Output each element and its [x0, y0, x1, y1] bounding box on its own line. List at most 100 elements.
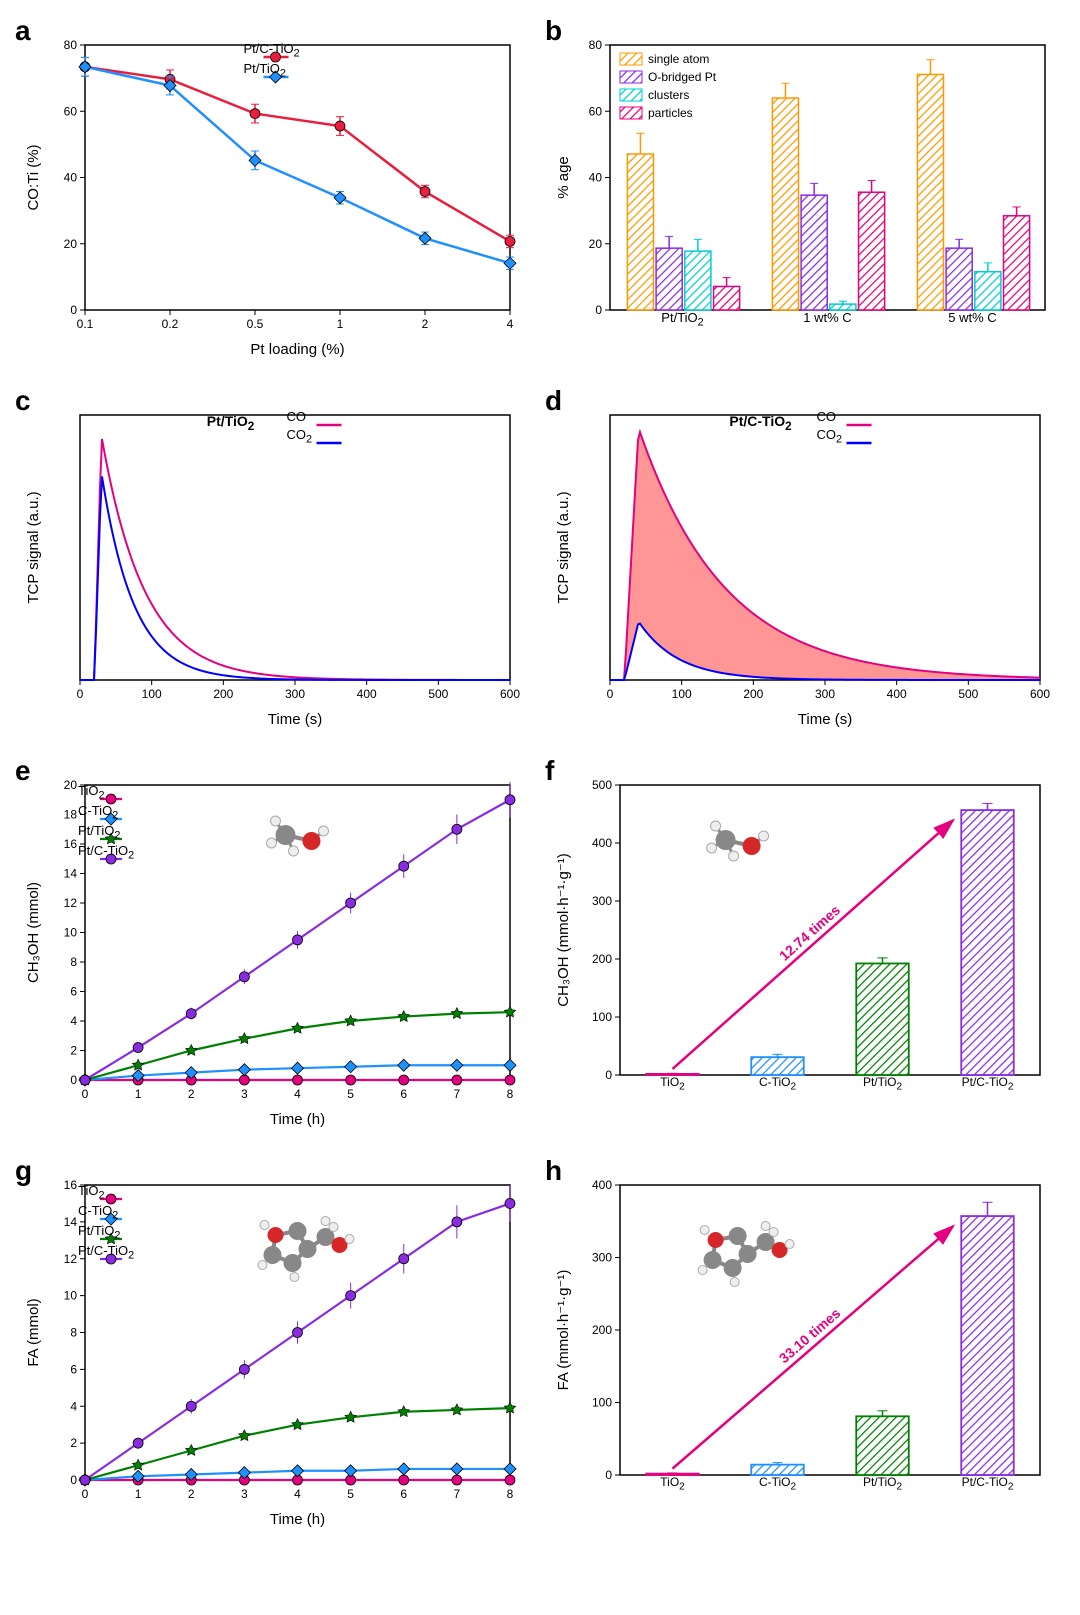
svg-text:0.2: 0.2: [162, 317, 179, 331]
svg-text:12.74 times: 12.74 times: [776, 902, 843, 964]
row-ab: a 0.10.20.5124020406080Pt loading (%)CO:…: [20, 20, 1060, 360]
chart-a: 0.10.20.5124020406080Pt loading (%)CO:Ti…: [20, 20, 530, 360]
svg-text:500: 500: [958, 687, 978, 701]
panel-h: h 0100200300400FA (mmol·h⁻¹·g⁻¹)TiO2C-Ti…: [550, 1160, 1060, 1530]
chart-f: 0100200300400500CH₃OH (mmol·h⁻¹·g⁻¹)TiO2…: [550, 760, 1060, 1130]
svg-text:16: 16: [64, 837, 78, 851]
svg-text:60: 60: [64, 104, 78, 118]
chart-c: 0100200300400500600Time (s)TCP signal (a…: [20, 390, 530, 730]
svg-text:0: 0: [82, 1487, 89, 1501]
panel-label-g: g: [15, 1155, 32, 1187]
svg-text:18: 18: [64, 808, 78, 822]
svg-text:7: 7: [454, 1087, 461, 1101]
panel-label-e: e: [15, 755, 31, 787]
svg-text:0: 0: [607, 687, 614, 701]
svg-text:3: 3: [241, 1087, 248, 1101]
svg-text:500: 500: [428, 687, 448, 701]
svg-text:14: 14: [64, 867, 78, 881]
svg-text:600: 600: [1030, 687, 1050, 701]
svg-text:100: 100: [592, 1396, 612, 1410]
svg-text:O-bridged Pt: O-bridged Pt: [648, 70, 717, 84]
svg-text:Time (h): Time (h): [270, 1511, 325, 1528]
svg-text:CO:Ti (%): CO:Ti (%): [25, 144, 42, 210]
svg-text:200: 200: [592, 1323, 612, 1337]
svg-text:6: 6: [70, 985, 77, 999]
panel-label-h: h: [545, 1155, 562, 1187]
svg-text:600: 600: [500, 687, 520, 701]
svg-text:20: 20: [589, 237, 603, 251]
svg-text:0: 0: [77, 687, 84, 701]
chart-h: 0100200300400FA (mmol·h⁻¹·g⁻¹)TiO2C-TiO2…: [550, 1160, 1060, 1530]
svg-text:8: 8: [507, 1087, 514, 1101]
svg-text:Time (s): Time (s): [268, 711, 322, 728]
svg-text:12: 12: [64, 1252, 78, 1266]
svg-text:500: 500: [592, 778, 612, 792]
svg-text:0: 0: [70, 1473, 77, 1487]
panel-e: e 01234567802468101214161820Time (h)CH₃O…: [20, 760, 530, 1130]
svg-text:Time (h): Time (h): [270, 1111, 325, 1128]
svg-text:0: 0: [82, 1087, 89, 1101]
panel-c: c 0100200300400500600Time (s)TCP signal …: [20, 390, 530, 730]
svg-text:6: 6: [70, 1362, 77, 1376]
panel-b: b 020406080% agePt/TiO21 wt% C5 wt% Csin…: [550, 20, 1060, 360]
svg-text:7: 7: [454, 1487, 461, 1501]
svg-text:FA (mmol·h⁻¹·g⁻¹): FA (mmol·h⁻¹·g⁻¹): [555, 1270, 572, 1391]
svg-text:400: 400: [592, 1178, 612, 1192]
svg-text:300: 300: [592, 1251, 612, 1265]
svg-text:0: 0: [70, 1073, 77, 1087]
panel-label-d: d: [545, 385, 562, 417]
svg-text:33.10 times: 33.10 times: [776, 1305, 844, 1367]
panel-d: d 0100200300400500600Time (s)TCP signal …: [550, 390, 1060, 730]
svg-text:clusters: clusters: [648, 88, 689, 102]
svg-text:10: 10: [64, 926, 78, 940]
svg-text:Time (s): Time (s): [798, 711, 852, 728]
svg-text:5: 5: [347, 1087, 354, 1101]
svg-text:80: 80: [64, 38, 78, 52]
svg-text:200: 200: [743, 687, 763, 701]
svg-text:16: 16: [64, 1178, 78, 1192]
svg-text:100: 100: [592, 1010, 612, 1024]
svg-text:single atom: single atom: [648, 52, 709, 66]
svg-text:1: 1: [337, 317, 344, 331]
svg-text:8: 8: [70, 1326, 77, 1340]
svg-text:CH₃OH (mmol): CH₃OH (mmol): [25, 882, 42, 983]
svg-text:0.1: 0.1: [77, 317, 94, 331]
row-ef: e 01234567802468101214161820Time (h)CH₃O…: [20, 760, 1060, 1130]
svg-text:4: 4: [70, 1399, 77, 1413]
svg-text:particles: particles: [648, 106, 693, 120]
figure-container: a 0.10.20.5124020406080Pt loading (%)CO:…: [0, 0, 1080, 1580]
svg-text:0: 0: [70, 303, 77, 317]
svg-text:400: 400: [887, 687, 907, 701]
svg-text:20: 20: [64, 778, 78, 792]
svg-text:2: 2: [70, 1044, 77, 1058]
svg-text:400: 400: [592, 836, 612, 850]
svg-text:FA (mmol): FA (mmol): [25, 1298, 42, 1366]
panel-a: a 0.10.20.5124020406080Pt loading (%)CO:…: [20, 20, 530, 360]
svg-text:14: 14: [64, 1215, 78, 1229]
row-gh: g 0123456780246810121416Time (h)FA (mmol…: [20, 1160, 1060, 1530]
panel-g: g 0123456780246810121416Time (h)FA (mmol…: [20, 1160, 530, 1530]
svg-text:CH₃OH (mmol·h⁻¹·g⁻¹): CH₃OH (mmol·h⁻¹·g⁻¹): [555, 853, 572, 1007]
svg-text:12: 12: [64, 896, 78, 910]
svg-text:20: 20: [64, 237, 78, 251]
svg-text:200: 200: [213, 687, 233, 701]
svg-text:4: 4: [507, 317, 514, 331]
chart-d: 0100200300400500600Time (s)TCP signal (a…: [550, 390, 1060, 730]
svg-text:1: 1: [135, 1487, 142, 1501]
svg-text:10: 10: [64, 1289, 78, 1303]
svg-text:4: 4: [294, 1487, 301, 1501]
svg-text:Pt loading (%): Pt loading (%): [250, 341, 344, 358]
svg-text:6: 6: [400, 1087, 407, 1101]
svg-text:100: 100: [142, 687, 162, 701]
panel-label-f: f: [545, 755, 554, 787]
svg-text:4: 4: [294, 1087, 301, 1101]
chart-b: 020406080% agePt/TiO21 wt% C5 wt% Csingl…: [550, 20, 1060, 360]
panel-label-c: c: [15, 385, 31, 417]
svg-text:40: 40: [589, 171, 603, 185]
svg-text:1: 1: [135, 1087, 142, 1101]
svg-text:3: 3: [241, 1487, 248, 1501]
chart-g: 0123456780246810121416Time (h)FA (mmol)T…: [20, 1160, 530, 1530]
panel-label-a: a: [15, 15, 31, 47]
svg-text:TCP signal (a.u.): TCP signal (a.u.): [25, 491, 42, 603]
svg-text:2: 2: [422, 317, 429, 331]
